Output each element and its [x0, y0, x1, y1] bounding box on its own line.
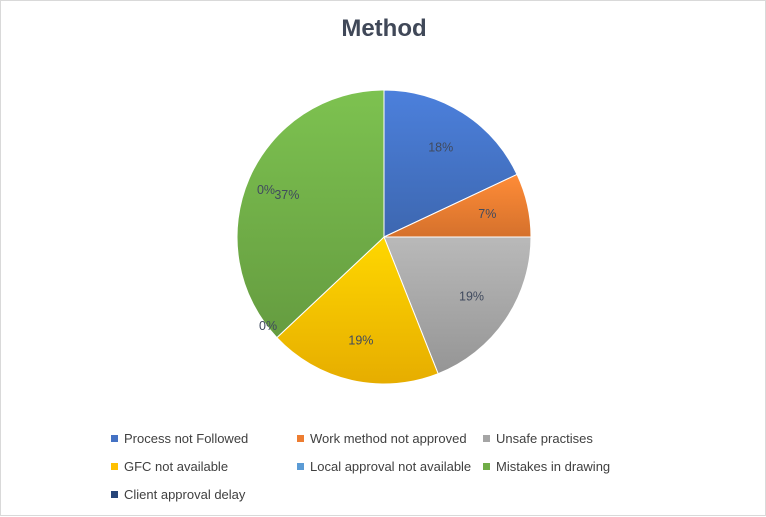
legend-swatch — [483, 463, 490, 470]
data-label-unsafe-practises: 19% — [459, 289, 484, 303]
data-label-work-method-not-approved: 7% — [478, 207, 496, 221]
legend-item-gfc-not-available: GFC not available — [111, 457, 297, 476]
legend-item-mistakes-in-drawing: Mistakes in drawing — [483, 457, 669, 476]
data-label-local-approval-not-available: 0% — [259, 319, 277, 333]
pie-slice-mistakes-in-drawing — [236, 89, 385, 339]
data-label-process-not-followed: 18% — [428, 141, 453, 155]
legend-swatch — [111, 491, 118, 498]
chart-title: Method — [341, 15, 427, 42]
legend-label: Process not Followed — [124, 431, 249, 446]
legend-item-unsafe-practises: Unsafe practises — [483, 429, 669, 448]
legend-swatch — [111, 435, 118, 442]
legend-label: GFC not available — [124, 459, 229, 474]
legend-item-process-not-followed: Process not Followed — [111, 429, 297, 448]
legend-swatch — [297, 435, 304, 442]
data-label-client-approval-delay: 0% — [257, 183, 275, 197]
legend-item-work-method-not-approved: Work method not approved — [297, 429, 483, 448]
pie-slices — [236, 89, 532, 385]
data-label-mistakes-in-drawing: 37% — [274, 188, 299, 202]
legend-label: Client approval delay — [124, 487, 246, 502]
legend-label: Mistakes in drawing — [496, 459, 611, 474]
legend-swatch — [483, 435, 490, 442]
pie-slice-unsafe-practises — [383, 236, 532, 375]
legend-item-local-approval-not-available: Local approval not available — [297, 457, 483, 476]
legend-label: Local approval not available — [310, 459, 472, 474]
pie-slice-process-not-followed — [383, 89, 518, 238]
legend: Process not Followed Work method not appr… — [111, 429, 711, 504]
pie-slice-gfc-not-available — [276, 236, 439, 385]
legend-label: Work method not approved — [310, 431, 467, 446]
data-label-gfc-not-available: 19% — [348, 333, 373, 347]
legend-swatch — [111, 463, 118, 470]
legend-item-client-approval-delay: Client approval delay — [111, 485, 297, 504]
legend-swatch — [297, 463, 304, 470]
legend-label: Unsafe practises — [496, 431, 593, 446]
pie-data-labels: 18%7%19%19%0%37%0% — [257, 141, 496, 348]
